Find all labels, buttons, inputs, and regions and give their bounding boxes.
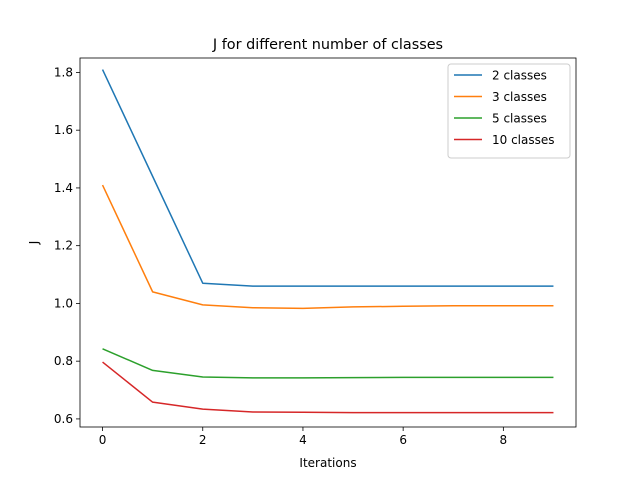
- legend-label: 10 classes: [492, 133, 555, 147]
- series-lines: [101, 69, 554, 414]
- x-tick-label: 0: [99, 433, 107, 447]
- y-tick-label: 1.0: [54, 296, 73, 310]
- legend-label: 2 classes: [492, 69, 547, 83]
- y-tick-label: 0.6: [54, 412, 73, 426]
- series-line: [102, 361, 554, 414]
- x-axis: 0 2 4 6 8: [99, 427, 507, 447]
- legend-box: [447, 63, 571, 159]
- y-axis-label: J: [27, 241, 41, 246]
- x-tick-label: 8: [500, 433, 508, 447]
- chart-title: J for different number of classes: [212, 37, 443, 53]
- y-tick-label: 1.8: [54, 65, 73, 79]
- x-tick-label: 6: [399, 433, 407, 447]
- legend: 2 classes 3 classes 5 classes 10 classes: [447, 63, 571, 159]
- y-tick-label: 0.8: [54, 354, 73, 368]
- y-tick-label: 1.2: [54, 239, 73, 253]
- series-line: [101, 69, 554, 287]
- series-line: [102, 348, 554, 379]
- axes-frame: [79, 57, 577, 428]
- y-tick-label: 1.6: [54, 123, 73, 137]
- y-tick-label: 1.4: [54, 181, 73, 195]
- x-tick-label: 4: [299, 433, 307, 447]
- series-line: [101, 184, 554, 310]
- x-axis-label: Iterations: [299, 456, 356, 470]
- y-axis: 0.6 0.8 1.0 1.2 1.4 1.6 1.8: [54, 65, 80, 426]
- plot-area: [79, 57, 577, 428]
- legend-label: 3 classes: [492, 90, 547, 104]
- legend-label: 5 classes: [492, 112, 547, 126]
- x-tick-label: 2: [199, 433, 207, 447]
